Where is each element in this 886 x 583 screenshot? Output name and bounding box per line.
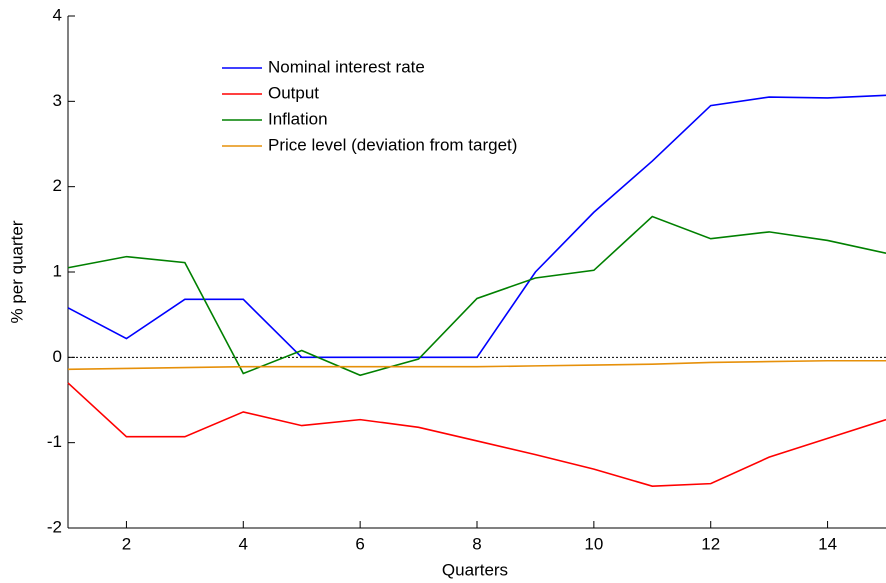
- y-tick-label: 1: [53, 261, 62, 280]
- y-axis-label: % per quarter: [7, 220, 26, 323]
- y-tick-label: 2: [53, 176, 62, 195]
- x-axis-label: Quarters: [442, 560, 508, 579]
- series-line: [67, 215, 886, 377]
- y-tick-label: 3: [53, 91, 62, 110]
- series-line: [67, 359, 886, 371]
- x-tick-label: 2: [122, 534, 131, 553]
- series-line: [67, 382, 886, 487]
- x-tick-label: 12: [701, 534, 720, 553]
- y-tick-label: -1: [47, 432, 62, 451]
- x-tick-label: 6: [355, 534, 364, 553]
- x-tick-label: 8: [472, 534, 481, 553]
- y-tick-label: 0: [53, 347, 62, 366]
- y-tick-label: 4: [53, 5, 62, 24]
- legend-label: Nominal interest rate: [268, 57, 425, 76]
- y-tick-label: -2: [47, 517, 62, 536]
- legend-label: Output: [268, 83, 319, 102]
- x-tick-label: 4: [239, 534, 248, 553]
- x-tick-label: 14: [818, 534, 837, 553]
- legend-label: Inflation: [268, 109, 328, 128]
- x-tick-label: 10: [584, 534, 603, 553]
- legend-label: Price level (deviation from target): [268, 135, 517, 154]
